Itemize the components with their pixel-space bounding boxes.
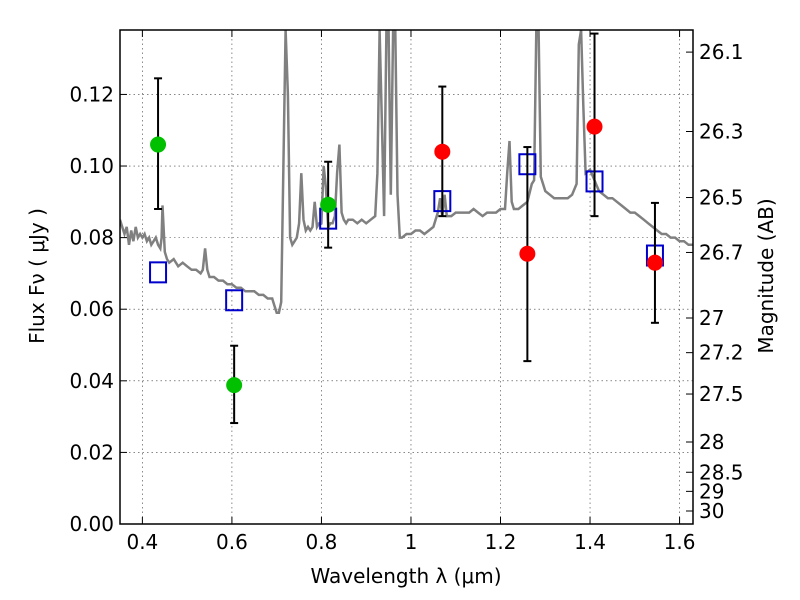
y2-tick-label: 27.2 <box>699 341 744 365</box>
red-data-point <box>434 143 451 160</box>
y2-tick-label: 26.7 <box>699 240 744 264</box>
y2-tick-label: 30 <box>699 499 724 523</box>
y-tick-label: 0.06 <box>69 297 114 321</box>
x-tick-label: 1.6 <box>664 530 696 554</box>
y-tick-label: 0.00 <box>69 512 114 536</box>
spectrum-layer <box>120 30 693 315</box>
y2-tick-label: 28 <box>699 430 724 454</box>
marker-layer <box>149 32 664 425</box>
x-tick-label: 0.6 <box>216 530 248 554</box>
y2-tick-label: 26.5 <box>699 186 744 210</box>
axis-ticks: 0.4 0.6 0.8 1 1.2 1.4 1.6 0.00 0.02 0.04 0.06 0.08 0… <box>69 30 744 554</box>
y2-axis-label: Magnitude (AB) <box>754 198 778 353</box>
x-tick-label: 1.2 <box>485 530 517 554</box>
y2-tick-label: 28.5 <box>699 460 744 484</box>
y2-tick-label: 27 <box>699 306 724 330</box>
model-box-marker <box>149 261 168 284</box>
y2-tick-label: 26.3 <box>699 119 744 143</box>
y-tick-label: 0.02 <box>69 440 114 464</box>
y-tick-label: 0.12 <box>69 82 114 106</box>
y2-tick-label: 27.5 <box>699 382 744 406</box>
y2-tick-label: 29 <box>699 479 724 503</box>
y-tick-label: 0.04 <box>69 369 114 393</box>
x-tick-label: 0.4 <box>126 530 158 554</box>
y2-tick-label: 26.1 <box>699 40 744 64</box>
green-data-point <box>226 377 243 394</box>
x-axis-label: Wavelength λ (μm) <box>310 564 501 588</box>
green-data-point <box>320 196 337 213</box>
model-box-marker <box>225 289 244 312</box>
plot-frame <box>119 29 694 525</box>
red-data-point <box>519 245 536 262</box>
green-data-point <box>150 136 167 153</box>
spectrum-line <box>120 30 693 315</box>
x-tick-label: 1 <box>405 530 418 554</box>
x-tick-label: 1.4 <box>574 530 606 554</box>
y-tick-label: 0.10 <box>69 154 114 178</box>
y-axis-label: Flux Fν ( μJy ) <box>25 208 49 344</box>
x-tick-label: 0.8 <box>306 530 338 554</box>
y-tick-label: 0.08 <box>69 226 114 250</box>
red-data-point <box>646 254 663 271</box>
red-data-point <box>586 118 603 135</box>
